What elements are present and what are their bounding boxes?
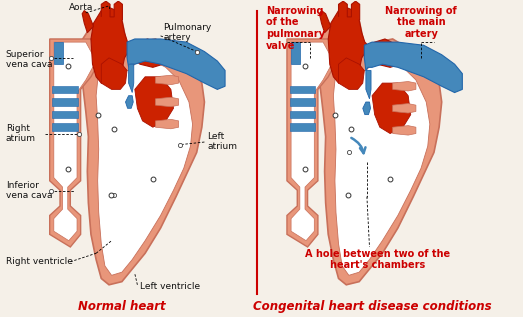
Polygon shape bbox=[54, 42, 63, 64]
Polygon shape bbox=[291, 42, 300, 64]
Polygon shape bbox=[290, 111, 315, 118]
Text: Superior
vena cava: Superior vena cava bbox=[6, 50, 52, 69]
Polygon shape bbox=[52, 86, 78, 93]
Polygon shape bbox=[129, 64, 134, 93]
Polygon shape bbox=[372, 83, 411, 133]
Polygon shape bbox=[101, 1, 122, 20]
Polygon shape bbox=[50, 39, 101, 247]
Polygon shape bbox=[328, 8, 408, 83]
Polygon shape bbox=[393, 126, 416, 135]
Polygon shape bbox=[333, 39, 430, 275]
Polygon shape bbox=[52, 98, 78, 106]
Polygon shape bbox=[290, 86, 315, 93]
Polygon shape bbox=[290, 98, 315, 106]
Polygon shape bbox=[366, 70, 371, 99]
Polygon shape bbox=[96, 39, 192, 275]
Polygon shape bbox=[52, 111, 78, 118]
Polygon shape bbox=[127, 39, 225, 89]
Text: Narrowing of
the main
artery: Narrowing of the main artery bbox=[385, 6, 457, 39]
Text: Aorta: Aorta bbox=[69, 3, 93, 12]
Text: A hole between two of the
heart's chambers: A hole between two of the heart's chambe… bbox=[305, 249, 450, 270]
Text: Normal heart: Normal heart bbox=[78, 300, 166, 313]
Polygon shape bbox=[155, 75, 179, 85]
Polygon shape bbox=[155, 97, 179, 107]
Polygon shape bbox=[101, 58, 127, 89]
Polygon shape bbox=[155, 119, 179, 129]
Polygon shape bbox=[338, 58, 365, 89]
Text: Right
atrium: Right atrium bbox=[6, 124, 36, 143]
Polygon shape bbox=[393, 81, 416, 91]
Polygon shape bbox=[365, 42, 462, 93]
Text: Congenital heart disease conditions: Congenital heart disease conditions bbox=[253, 300, 492, 313]
Text: Right ventricle: Right ventricle bbox=[6, 257, 73, 266]
Polygon shape bbox=[363, 102, 370, 115]
Polygon shape bbox=[318, 14, 442, 285]
Text: Left ventricle: Left ventricle bbox=[140, 282, 200, 291]
Polygon shape bbox=[126, 96, 133, 108]
Polygon shape bbox=[82, 10, 94, 33]
Polygon shape bbox=[91, 8, 171, 83]
Polygon shape bbox=[290, 123, 315, 131]
Text: Pulmonary
artery: Pulmonary artery bbox=[163, 23, 211, 42]
Polygon shape bbox=[81, 14, 204, 285]
Text: Left
atrium: Left atrium bbox=[207, 132, 237, 151]
Polygon shape bbox=[52, 123, 78, 131]
Polygon shape bbox=[320, 10, 331, 33]
Polygon shape bbox=[287, 39, 338, 247]
Polygon shape bbox=[393, 104, 416, 113]
Polygon shape bbox=[54, 42, 96, 241]
Text: Narrowing
of the
pulmonary
valve: Narrowing of the pulmonary valve bbox=[266, 6, 325, 51]
Polygon shape bbox=[338, 1, 360, 20]
Polygon shape bbox=[135, 77, 174, 127]
Polygon shape bbox=[291, 42, 333, 241]
Text: Inferior
vena cava: Inferior vena cava bbox=[6, 181, 52, 200]
